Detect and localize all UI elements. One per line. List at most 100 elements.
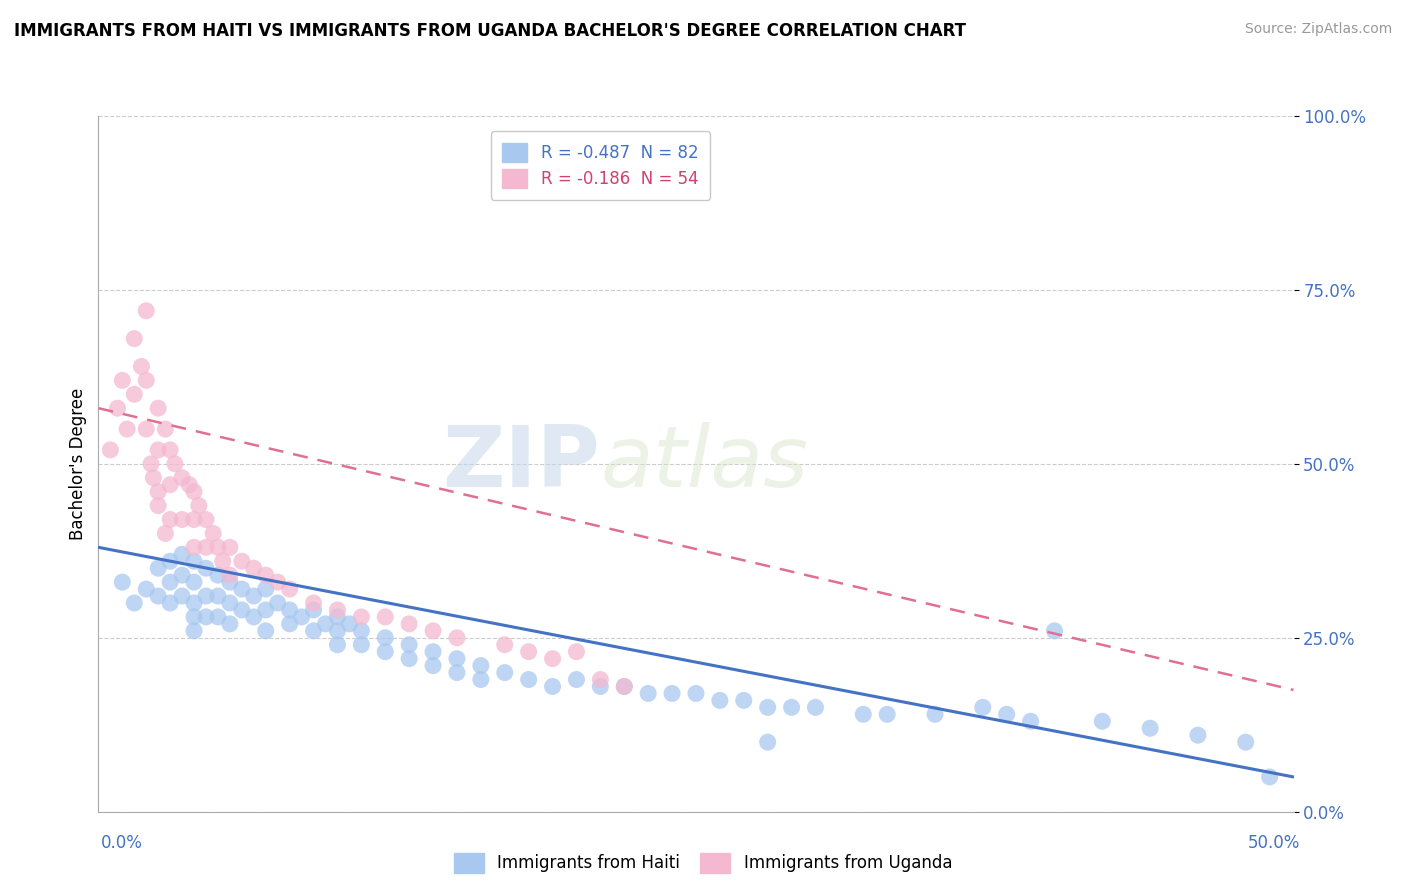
Point <box>1234 735 1257 749</box>
Point <box>374 610 396 624</box>
Point <box>194 610 217 624</box>
Y-axis label: Bachelor's Degree: Bachelor's Degree <box>69 388 87 540</box>
Text: Source: ZipAtlas.com: Source: ZipAtlas.com <box>1244 22 1392 37</box>
Point <box>219 568 242 582</box>
Point <box>613 680 636 694</box>
Point <box>219 596 242 610</box>
Point <box>398 638 420 652</box>
Point <box>1091 714 1114 729</box>
Point <box>183 541 205 555</box>
Text: 0.0%: 0.0% <box>101 834 143 852</box>
Point <box>302 603 325 617</box>
Point <box>541 651 564 665</box>
Point <box>148 561 170 575</box>
Point <box>661 686 683 700</box>
Legend: Immigrants from Haiti, Immigrants from Uganda: Immigrants from Haiti, Immigrants from U… <box>447 847 959 880</box>
Point <box>142 471 165 485</box>
Point <box>243 561 266 575</box>
Point <box>179 477 201 491</box>
Point <box>254 568 277 582</box>
Point <box>98 442 122 457</box>
Point <box>231 603 253 617</box>
Point <box>207 589 229 603</box>
Point <box>267 596 290 610</box>
Point <box>124 596 146 610</box>
Point <box>1139 721 1161 735</box>
Point <box>326 610 349 624</box>
Point <box>398 651 420 665</box>
Point <box>139 457 162 471</box>
Point <box>1187 728 1209 742</box>
Point <box>243 589 266 603</box>
Point <box>183 624 205 638</box>
Point <box>163 457 186 471</box>
Point <box>446 651 468 665</box>
Point <box>756 735 779 749</box>
Point <box>148 401 170 416</box>
Point <box>374 631 396 645</box>
Point <box>172 568 194 582</box>
Point <box>517 645 540 659</box>
Point <box>374 645 396 659</box>
Point <box>207 568 229 582</box>
Point <box>589 673 612 687</box>
Point <box>124 332 146 346</box>
Point <box>194 512 217 526</box>
Point <box>804 700 827 714</box>
Point <box>1258 770 1281 784</box>
Point <box>183 596 205 610</box>
Point <box>135 582 157 596</box>
Point <box>155 422 177 436</box>
Text: IMMIGRANTS FROM HAITI VS IMMIGRANTS FROM UGANDA BACHELOR'S DEGREE CORRELATION CH: IMMIGRANTS FROM HAITI VS IMMIGRANTS FROM… <box>14 22 966 40</box>
Point <box>278 603 301 617</box>
Point <box>278 582 301 596</box>
Point <box>231 554 253 568</box>
Point <box>183 554 205 568</box>
Point <box>541 680 564 694</box>
Point <box>589 680 612 694</box>
Point <box>326 638 349 652</box>
Point <box>422 624 444 638</box>
Point <box>172 512 194 526</box>
Point <box>219 541 242 555</box>
Point <box>183 575 205 590</box>
Point <box>231 582 253 596</box>
Point <box>1043 624 1066 638</box>
Point <box>202 526 225 541</box>
Point <box>852 707 875 722</box>
Point <box>194 541 217 555</box>
Point <box>302 596 325 610</box>
Point <box>995 707 1018 722</box>
Point <box>135 422 157 436</box>
Point <box>398 616 420 631</box>
Point <box>446 631 468 645</box>
Point <box>243 610 266 624</box>
Point <box>254 582 277 596</box>
Point <box>159 596 181 610</box>
Point <box>148 499 170 513</box>
Point <box>187 499 209 513</box>
Point <box>290 610 312 624</box>
Point <box>135 303 157 318</box>
Point <box>613 680 636 694</box>
Point <box>302 624 325 638</box>
Point <box>972 700 994 714</box>
Point <box>211 554 233 568</box>
Point <box>207 610 229 624</box>
Point <box>422 645 444 659</box>
Point <box>315 616 337 631</box>
Point <box>159 442 181 457</box>
Point <box>350 610 373 624</box>
Point <box>494 638 516 652</box>
Point <box>148 442 170 457</box>
Point <box>254 603 277 617</box>
Point <box>172 471 194 485</box>
Point <box>183 610 205 624</box>
Point <box>159 575 181 590</box>
Point <box>350 624 373 638</box>
Point <box>219 575 242 590</box>
Point <box>565 645 588 659</box>
Point <box>183 484 205 499</box>
Point <box>254 624 277 638</box>
Point <box>155 526 177 541</box>
